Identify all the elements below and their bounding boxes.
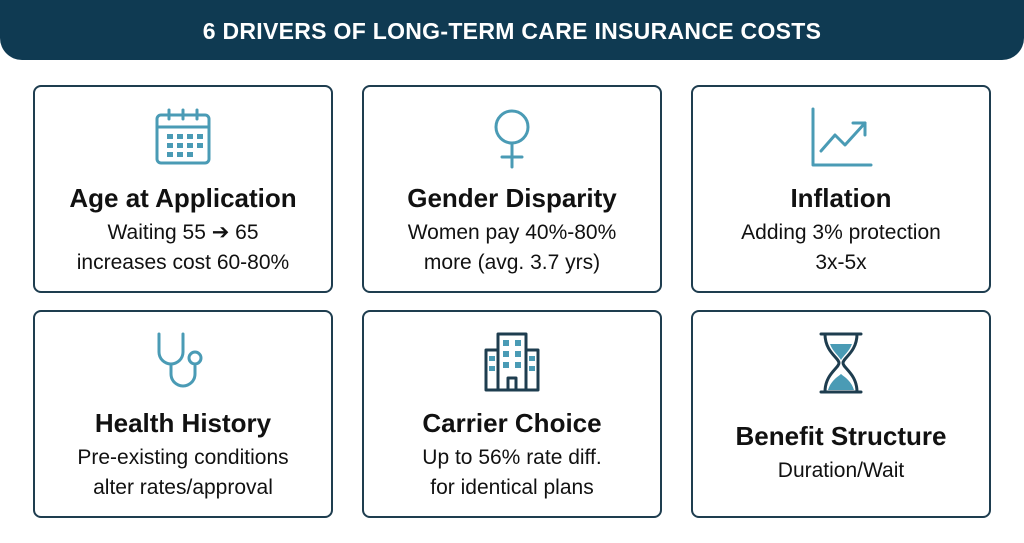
calendar-icon [155,108,211,165]
card-title: Health History [94,408,272,438]
chart-icon [811,107,873,167]
card-text: 3x-5x [815,251,867,274]
card-text: Women pay 40%-80% [407,221,617,244]
card-text: Up to 56% rate diff. [422,446,602,469]
card: Benefit Structure Duration/Wait [691,310,991,518]
card-text: alter rates/approval [93,476,273,499]
card: Inflation Adding 3% protection 3x-5x [691,85,991,293]
female-icon [494,109,530,169]
card-text: Waiting 55 ➔ 65 [107,221,259,244]
card-text: increases cost 60-80% [76,251,290,274]
card: Gender Disparity Women pay 40%-80% more (… [362,85,662,293]
card-text: Adding 3% protection [741,221,941,244]
building-icon [484,332,540,392]
card-text: Pre-existing conditions [77,446,289,469]
hourglass-icon [819,332,863,394]
card: Health History Pre-existing conditions al… [33,310,333,518]
header-title: 6 DRIVERS OF LONG-TERM CARE INSURANCE CO… [0,0,1024,60]
card-text: Duration/Wait [777,459,905,482]
card-text: more (avg. 3.7 yrs) [423,251,601,274]
card-title: Age at Application [69,183,297,213]
card-title: Carrier Choice [422,408,602,438]
card-title: Gender Disparity [407,183,617,213]
card-title: Inflation [790,183,892,213]
card-text: for identical plans [430,476,594,499]
card: Carrier Choice Up to 56% rate diff. for i… [362,310,662,518]
card-title: Benefit Structure [735,421,947,451]
stethoscope-icon [157,332,203,388]
card: Age at Application Waiting 55 ➔ 65 increa… [33,85,333,293]
